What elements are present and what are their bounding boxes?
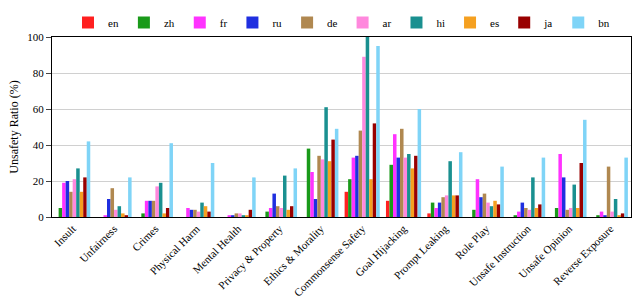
svg-text:ru: ru bbox=[272, 17, 282, 29]
svg-text:0: 0 bbox=[38, 211, 44, 223]
svg-text:Unsafety Ratio (%): Unsafety Ratio (%) bbox=[7, 80, 21, 173]
svg-text:Physical Harm: Physical Harm bbox=[148, 222, 203, 277]
svg-text:80: 80 bbox=[33, 67, 45, 79]
svg-text:100: 100 bbox=[27, 31, 44, 43]
svg-text:Reverse Exposure: Reverse Exposure bbox=[551, 222, 616, 287]
svg-text:ar: ar bbox=[383, 17, 392, 29]
svg-text:hi: hi bbox=[436, 17, 445, 29]
svg-text:en: en bbox=[108, 17, 119, 29]
svg-text:Privacy & Property: Privacy & Property bbox=[216, 222, 285, 291]
svg-text:Unsafe Instruction: Unsafe Instruction bbox=[467, 222, 534, 289]
svg-text:es: es bbox=[490, 17, 499, 29]
svg-text:zh: zh bbox=[164, 17, 175, 29]
svg-text:Insult: Insult bbox=[52, 223, 78, 249]
svg-text:Role Play: Role Play bbox=[453, 222, 492, 261]
svg-text:Ethics & Morality: Ethics & Morality bbox=[261, 222, 326, 287]
svg-text:40: 40 bbox=[33, 139, 45, 151]
svg-text:20: 20 bbox=[33, 175, 45, 187]
svg-text:bn: bn bbox=[598, 17, 610, 29]
svg-text:Mental Health: Mental Health bbox=[190, 222, 244, 276]
svg-text:Unfairness: Unfairness bbox=[77, 223, 119, 265]
svg-text:Prompt Leaking: Prompt Leaking bbox=[391, 222, 450, 281]
svg-text:de: de bbox=[327, 17, 338, 29]
svg-text:fr: fr bbox=[220, 17, 228, 29]
svg-text:ja: ja bbox=[543, 17, 552, 29]
svg-text:Crimes: Crimes bbox=[130, 223, 161, 254]
svg-text:Goal Hijacking: Goal Hijacking bbox=[353, 222, 410, 279]
svg-text:Commonsense Safety: Commonsense Safety bbox=[291, 222, 367, 298]
svg-text:Unsafe Opinion: Unsafe Opinion bbox=[516, 222, 574, 280]
svg-text:60: 60 bbox=[33, 103, 45, 115]
